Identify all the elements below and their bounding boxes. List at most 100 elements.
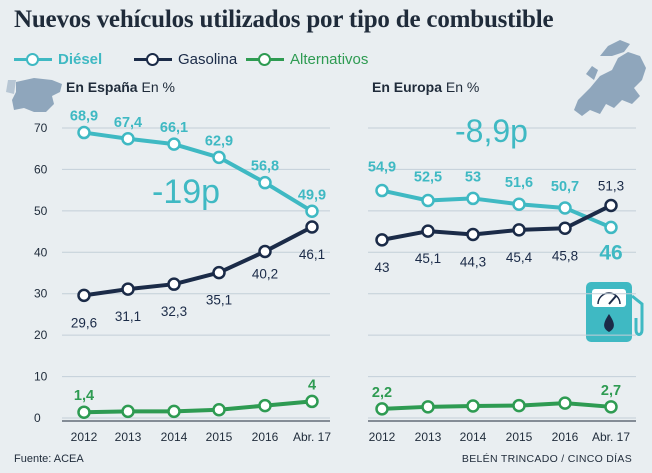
spain-diesel-data-label: 49,9 (298, 187, 326, 203)
legend-item-alternativos: Alternativos (246, 48, 368, 70)
europe-x-tick-label: 2013 (415, 430, 442, 444)
y-tick-label: 40 (34, 245, 48, 259)
europe-gasolina-line (381, 203, 612, 242)
spain-alternativos-point (167, 404, 181, 419)
spain-diesel-data-label: 56,8 (251, 159, 279, 175)
europe-gasolina-data-label: 51,3 (598, 178, 624, 193)
europe-gasolina-data-label: 45,8 (552, 248, 578, 263)
spain-alternativos-line (83, 399, 313, 415)
europe-gasolina-point (558, 221, 572, 236)
spain-panel-title: En España En % (66, 79, 175, 95)
legend-swatch-gasolina (134, 52, 172, 66)
europe-diesel-point (512, 197, 526, 211)
europe-gasolina-data-label: 43 (374, 260, 389, 275)
spain-alternativos-point (212, 402, 226, 417)
y-tick-label: 10 (34, 370, 48, 384)
europe-alternativos-point (604, 400, 618, 414)
spain-alternativos-point (258, 398, 272, 413)
spain-x-tick-label: 2014 (161, 430, 188, 444)
europe-alternativos-point (466, 399, 480, 413)
spain-alternativos-data-label: 1,4 (74, 388, 94, 404)
legend-item-gasolina: Gasolina (134, 48, 237, 70)
credit-note: BELÉN TRINCADO / CINCO DÍAS (461, 453, 632, 465)
spain-gasolina-data-label: 46,1 (299, 247, 325, 262)
spain-gasolina-point (121, 282, 135, 296)
europe-alternativos-data-label: 2,2 (372, 385, 392, 401)
spain-diesel-point (77, 125, 91, 140)
europe-diesel-point (466, 191, 480, 206)
spain-x-tick-label: 2013 (115, 430, 142, 444)
y-tick-label: 60 (34, 162, 48, 176)
spain-gasolina-data-label: 31,1 (115, 309, 141, 324)
y-tick-label: 0 (34, 411, 41, 425)
europe-diesel-data-label: 52,5 (414, 170, 442, 186)
europe-diesel-data-label: 54,9 (368, 160, 396, 176)
spain-diesel-point (121, 132, 135, 146)
spain-gasolina-line (83, 225, 313, 298)
europe-gasolina-point (512, 223, 526, 237)
spain-diesel-data-label: 66,1 (160, 120, 188, 136)
spain-gasolina-point (305, 220, 319, 234)
spain-diesel-change-annotation: -19p (152, 173, 220, 211)
europe-diesel-data-label: 46 (599, 241, 622, 264)
fuel-pump-icon (586, 282, 644, 342)
spain-diesel-point (212, 150, 226, 165)
spain-alternativos-point (121, 404, 135, 419)
europe-diesel-point (604, 220, 618, 235)
spain-x-tick-label: Abr. 17 (293, 430, 331, 444)
spain-map-icon (6, 78, 62, 112)
legend-item-diesel: Diésel (14, 48, 102, 70)
europe-x-tick-label: 2016 (552, 430, 579, 444)
spain-gasolina-point (77, 288, 91, 303)
spain-diesel-data-label: 67,4 (114, 115, 142, 131)
chart-title: Nuevos vehículos utilizados por tipo de … (14, 6, 554, 33)
europe-x-tick-label: Abr. 17 (592, 430, 630, 444)
spain-alternativos-point (77, 405, 91, 419)
europe-gasolina-data-label: 45,1 (415, 251, 441, 266)
y-tick-label: 20 (34, 328, 48, 342)
europe-diesel-point (375, 183, 389, 198)
spain-diesel-point (305, 204, 319, 219)
europe-diesel-data-label: 51,6 (505, 175, 533, 191)
spain-gasolina-point (212, 265, 226, 280)
legend-swatch-alternativos (246, 52, 284, 66)
europe-gasolina-data-label: 44,3 (460, 254, 486, 269)
spain-diesel-data-label: 62,9 (205, 133, 233, 149)
spain-diesel-data-label: 68,9 (70, 109, 98, 125)
europe-gasolina-point (604, 198, 618, 213)
spain-gasolina-data-label: 35,1 (206, 293, 232, 308)
legend-label-diesel: Diésel (58, 50, 103, 68)
spain-gasolina-point (258, 244, 272, 259)
europe-diesel-change-annotation: -8,9p (455, 113, 528, 149)
europe-x-tick-label: 2014 (460, 430, 487, 444)
source-note: Fuente: ACEA (14, 453, 84, 465)
legend-label-gasolina: Gasolina (178, 50, 238, 68)
spain-gasolina-data-label: 32,3 (161, 304, 187, 319)
europe-diesel-point (421, 193, 435, 208)
europe-alternativos-point (512, 398, 526, 413)
europe-panel-title: En Europa En % (372, 79, 479, 95)
europe-alternativos-point (375, 402, 389, 416)
europe-gasolina-point (466, 227, 480, 242)
europe-map-icon (574, 40, 646, 116)
europe-gasolina-data-label: 45,4 (506, 250, 533, 265)
europe-x-tick-label: 2012 (369, 430, 396, 444)
europe-gasolina-point (421, 224, 435, 238)
spain-x-tick-label: 2016 (252, 430, 279, 444)
europe-diesel-point (558, 201, 572, 215)
spain-alternativos-point (305, 394, 319, 409)
spain-diesel-line (83, 130, 314, 213)
legend-swatch-diesel (14, 52, 52, 66)
legend-label-alternativos: Alternativos (290, 50, 369, 68)
y-tick-label: 70 (34, 121, 48, 135)
europe-x-tick-label: 2015 (506, 430, 533, 444)
spain-gasolina-point (167, 277, 181, 291)
spain-alternativos-data-label: 4 (308, 377, 316, 393)
spain-diesel-point (258, 175, 272, 190)
y-tick-label: 30 (34, 287, 48, 301)
europe-alternativos-point (421, 400, 435, 414)
europe-alternativos-point (558, 396, 572, 410)
spain-gasolina-data-label: 29,6 (71, 315, 97, 330)
spain-x-tick-label: 2015 (206, 430, 233, 444)
